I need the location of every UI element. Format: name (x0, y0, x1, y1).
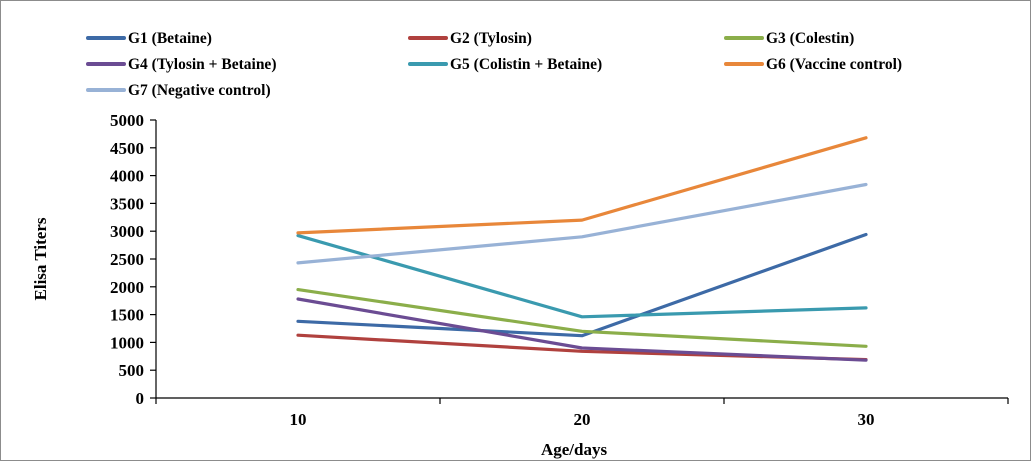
y-axis-title: Elisa Titers (31, 217, 50, 300)
legend-label-g2: G2 (Tylosin) (450, 30, 532, 47)
x-tick-label: 10 (290, 410, 307, 429)
y-tick-label: 3500 (110, 194, 144, 213)
legend-label-g6: G6 (Vaccine control) (766, 56, 902, 73)
series-line-g4 (296, 297, 868, 362)
legend: G1 (Betaine) G2 (Tylosin) G3 (Colestin) G4 … (86, 30, 902, 99)
series-line-g7 (296, 182, 868, 265)
legend-label-g5: G5 (Colistin + Betaine) (450, 56, 602, 73)
y-tick-label: 3000 (110, 222, 144, 241)
legend-label-g1: G1 (Betaine) (128, 30, 212, 47)
x-tick-label: 20 (574, 410, 591, 429)
legend-label-g3: G3 (Colestin) (766, 30, 854, 47)
y-tick-label: 5000 (110, 111, 144, 130)
legend-label-g4: G4 (Tylosin + Betaine) (128, 56, 276, 73)
series-line-g5 (296, 234, 868, 319)
y-tick-label: 1000 (110, 333, 144, 352)
legend-label-g7: G7 (Negative control) (128, 82, 271, 99)
y-tick-label: 500 (119, 361, 145, 380)
y-tick-label: 0 (136, 389, 145, 408)
series-line-g3 (296, 288, 868, 348)
series-line-g1 (296, 232, 868, 338)
y-tick-label: 1500 (110, 306, 144, 325)
y-tick-label: 4500 (110, 139, 144, 158)
x-tick-label: 30 (858, 410, 875, 429)
plot-area: 0 500 1000 1500 2000 2500 3000 3500 4000 4500 5000… (110, 111, 1009, 429)
y-tick-label: 2500 (110, 250, 144, 269)
y-tick-label: 2000 (110, 278, 144, 297)
x-axis-title: Age/days (541, 440, 608, 459)
y-tick-label: 4000 (110, 167, 144, 186)
series-line-g6 (296, 136, 868, 235)
